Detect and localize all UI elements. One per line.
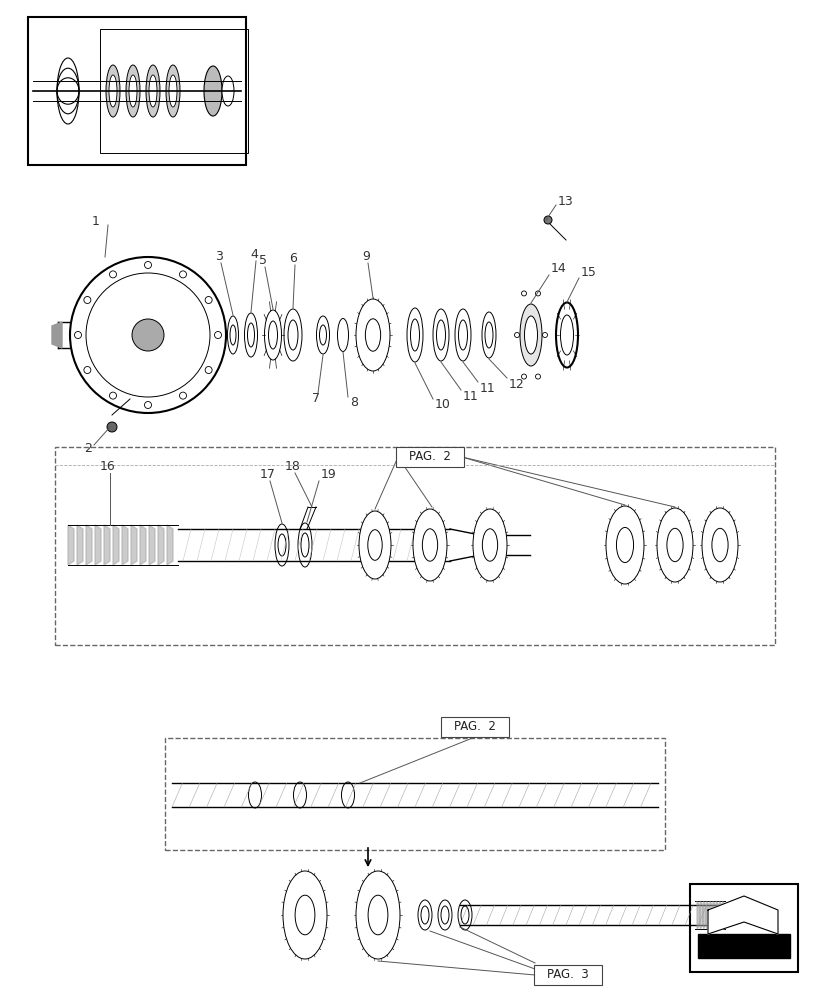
Text: 11: 11 (480, 381, 495, 394)
Polygon shape (697, 934, 789, 958)
Polygon shape (112, 525, 119, 565)
Ellipse shape (367, 530, 382, 560)
Ellipse shape (422, 529, 437, 561)
Polygon shape (68, 525, 74, 565)
Polygon shape (715, 901, 718, 929)
Text: PAG.  3: PAG. 3 (547, 968, 588, 981)
Text: 18: 18 (284, 460, 300, 474)
Polygon shape (719, 901, 721, 929)
Bar (28, 17, 246, 165)
Ellipse shape (472, 509, 506, 581)
Polygon shape (703, 901, 705, 929)
Polygon shape (705, 901, 708, 929)
Text: 4: 4 (250, 248, 258, 261)
Polygon shape (149, 525, 155, 565)
Polygon shape (167, 525, 173, 565)
Ellipse shape (519, 304, 542, 366)
Text: PAG.  2: PAG. 2 (453, 720, 495, 733)
Ellipse shape (165, 65, 179, 117)
Text: 8: 8 (350, 396, 357, 410)
Text: 2: 2 (84, 442, 92, 456)
Polygon shape (86, 525, 92, 565)
Bar (55, 447, 774, 645)
Text: 19: 19 (321, 468, 337, 482)
Bar (533, 965, 601, 985)
Bar (441, 717, 509, 737)
Ellipse shape (666, 528, 682, 562)
Ellipse shape (294, 895, 314, 935)
Text: 5: 5 (259, 254, 266, 267)
Ellipse shape (413, 509, 447, 581)
Ellipse shape (359, 511, 390, 579)
Ellipse shape (149, 75, 157, 107)
Ellipse shape (616, 527, 633, 563)
Text: 10: 10 (434, 398, 451, 412)
Ellipse shape (605, 506, 643, 584)
Polygon shape (122, 525, 128, 565)
Polygon shape (722, 901, 724, 929)
Text: 7: 7 (312, 392, 319, 406)
Ellipse shape (701, 508, 737, 582)
Ellipse shape (106, 65, 120, 117)
Ellipse shape (109, 75, 117, 107)
Bar (689, 884, 797, 972)
Bar (100, 29, 248, 153)
Text: 13: 13 (557, 195, 573, 208)
Ellipse shape (368, 895, 387, 935)
Circle shape (131, 319, 164, 351)
Polygon shape (158, 525, 164, 565)
Polygon shape (104, 525, 110, 565)
Circle shape (543, 216, 552, 224)
Circle shape (107, 422, 117, 432)
Text: PAG.  2: PAG. 2 (409, 450, 451, 464)
Ellipse shape (365, 319, 380, 351)
Ellipse shape (356, 871, 399, 959)
Ellipse shape (129, 75, 136, 107)
Text: 15: 15 (581, 265, 596, 278)
Polygon shape (700, 901, 702, 929)
Polygon shape (52, 322, 62, 348)
Text: 14: 14 (550, 262, 566, 275)
Polygon shape (95, 525, 101, 565)
Ellipse shape (482, 529, 497, 561)
Text: 9: 9 (361, 250, 370, 263)
Polygon shape (140, 525, 146, 565)
Text: 17: 17 (260, 468, 275, 482)
Text: 1: 1 (92, 215, 100, 228)
Text: 16: 16 (100, 460, 116, 474)
Ellipse shape (356, 299, 390, 371)
Ellipse shape (283, 871, 327, 959)
Ellipse shape (523, 316, 537, 354)
Polygon shape (712, 901, 715, 929)
Polygon shape (77, 525, 83, 565)
Text: 12: 12 (509, 377, 524, 390)
Polygon shape (707, 896, 777, 934)
Ellipse shape (146, 65, 160, 117)
Bar (165, 738, 664, 850)
Ellipse shape (169, 75, 177, 107)
Bar (395, 447, 463, 467)
Ellipse shape (126, 65, 140, 117)
Ellipse shape (203, 66, 222, 116)
Ellipse shape (711, 528, 727, 562)
Polygon shape (709, 901, 711, 929)
Text: 3: 3 (215, 250, 222, 263)
Ellipse shape (656, 508, 692, 582)
Polygon shape (131, 525, 136, 565)
Text: 6: 6 (289, 252, 297, 265)
Polygon shape (696, 901, 699, 929)
Text: 11: 11 (462, 389, 478, 402)
Ellipse shape (222, 76, 234, 106)
